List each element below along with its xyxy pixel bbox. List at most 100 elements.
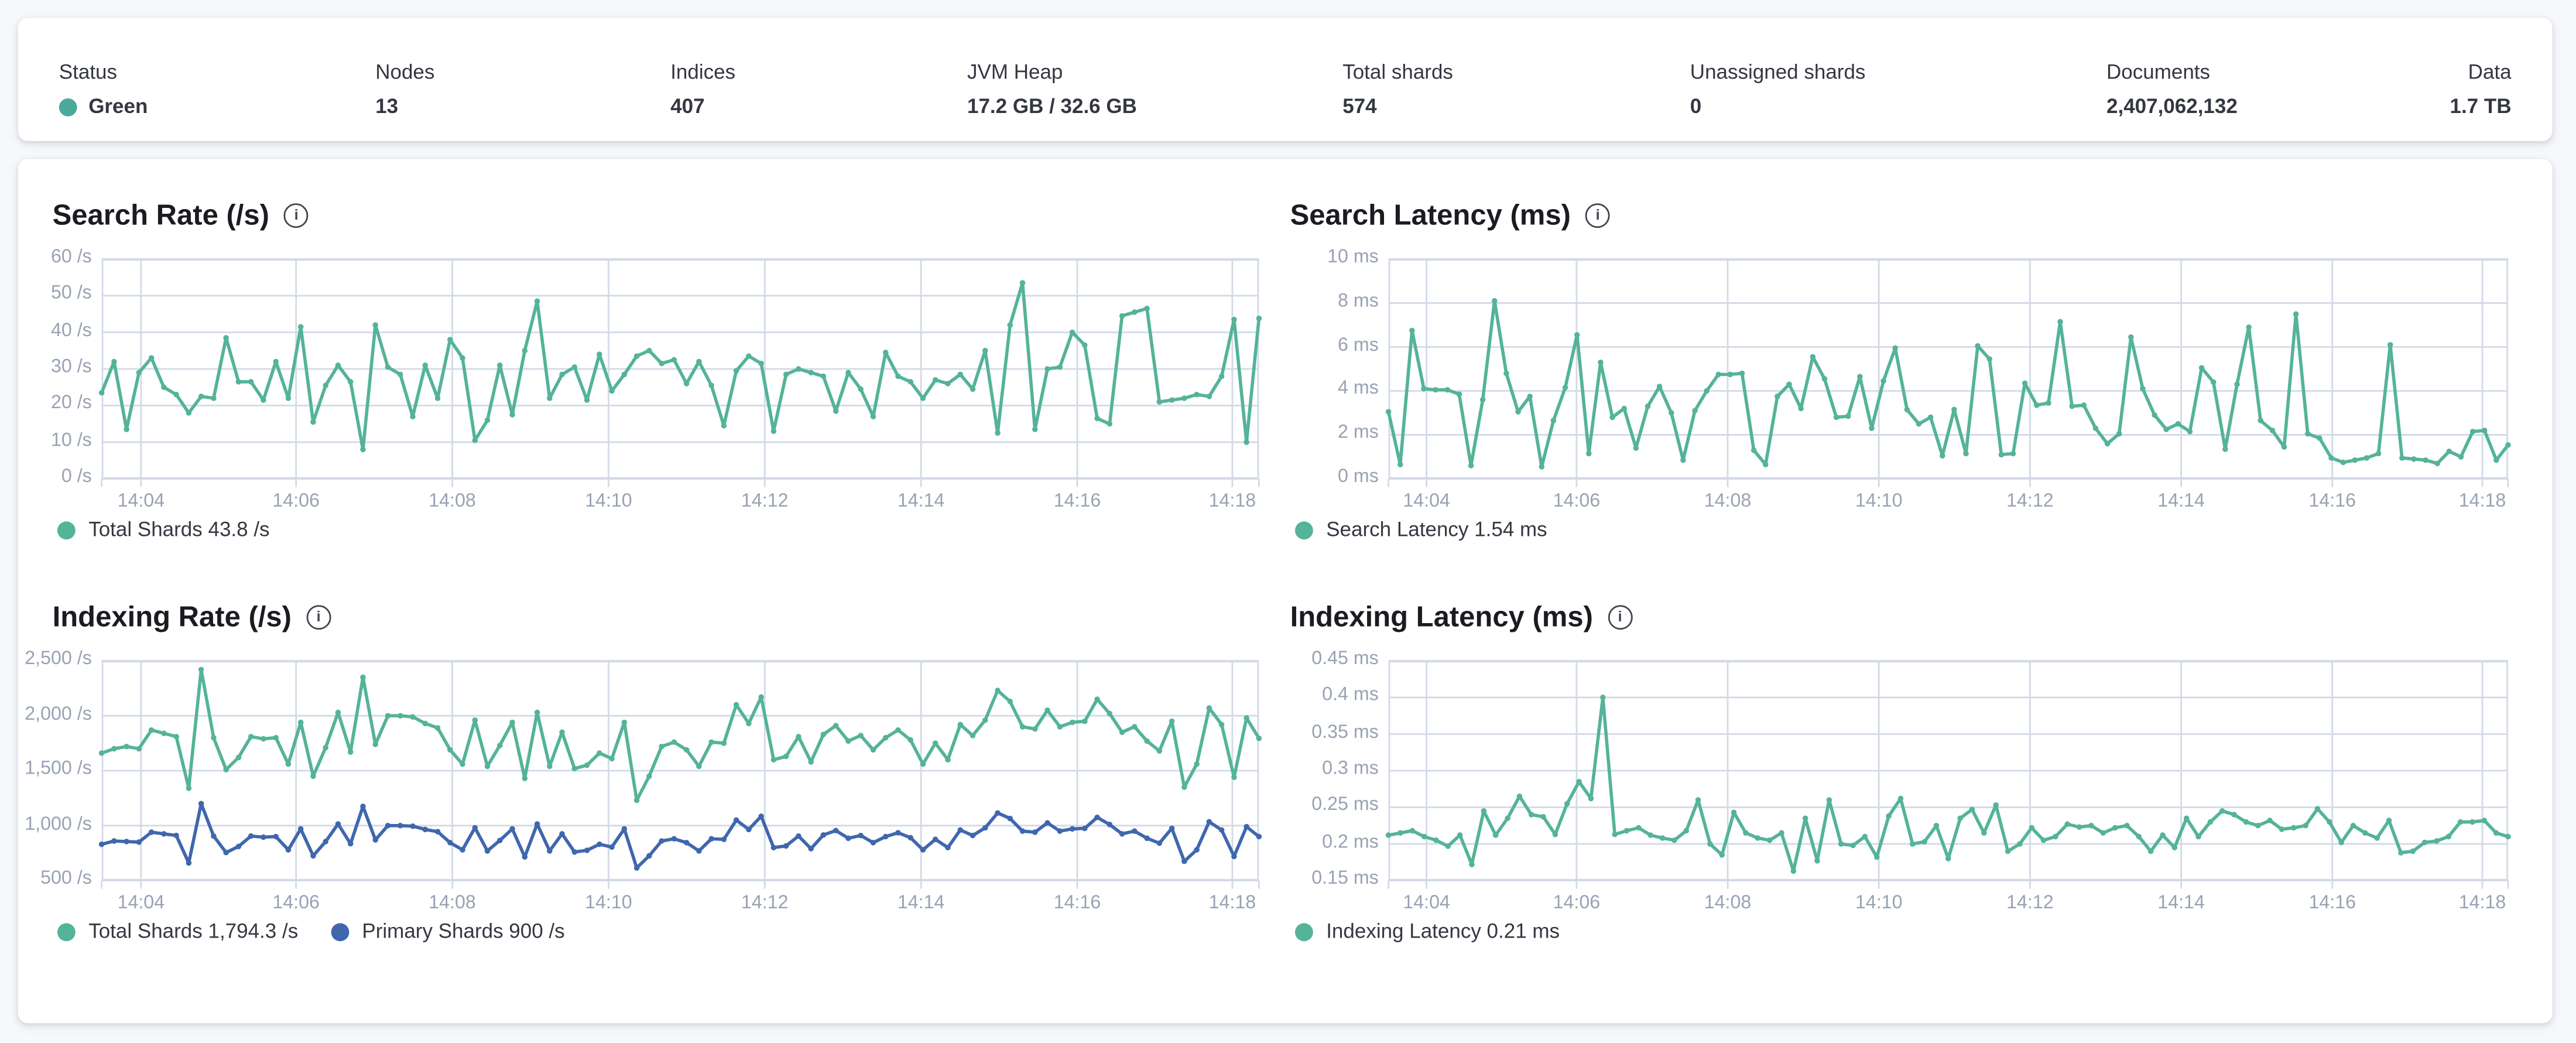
x-axis-label: 14:06 [1553, 894, 1601, 914]
chart-plot-area[interactable] [98, 258, 1262, 487]
legend-label: Total Shards 1,794.3 /s [88, 919, 299, 943]
stat-value: Green [88, 95, 148, 118]
legend-label: Total Shards 43.8 /s [88, 518, 270, 541]
stat-label: Indices [670, 60, 736, 84]
y-axis-label: 2,500 /s [25, 649, 92, 669]
y-axis-label: 500 /s [40, 869, 92, 889]
search-latency-chart[interactable]: 10 ms 8 ms 6 ms 4 ms 2 ms 0 ms 14:04 14:06 14:08… [1327, 248, 2511, 512]
y-axis-label: 0 /s [61, 467, 92, 487]
x-axis-label: 14:06 [272, 492, 320, 512]
y-axis-label: 20 /s [50, 394, 92, 414]
chart-title-text: Indexing Rate (/s) [52, 600, 292, 633]
cluster-stats-panel: Status Green Nodes 13 Indices 407 JVM He… [18, 18, 2553, 141]
y-axis-label: 10 ms [1327, 247, 1379, 268]
x-axis-label: 14:18 [1208, 894, 1256, 914]
x-axis-label: 14:16 [1053, 894, 1101, 914]
y-axis-label: 0.4 ms [1322, 686, 1379, 706]
info-icon[interactable]: i [1585, 202, 1611, 227]
legend-dot-icon [57, 521, 76, 539]
search-rate-title: Search Rate (/s) i [53, 193, 309, 236]
search-rate-legend: Total Shards 43.8 /s [57, 518, 270, 541]
y-axis-label: 0.2 ms [1322, 832, 1379, 853]
stat-status: Status Green [59, 61, 148, 118]
legend-item: Search Latency 1.54 ms [1295, 518, 1547, 541]
legend-label: Indexing Latency 0.21 ms [1326, 919, 1560, 943]
indexing-latency-chart[interactable]: 0.45 ms 0.4 ms 0.35 ms 0.3 ms 0.25 ms 0.2 ms 0… [1311, 649, 2511, 914]
legend-item: Total Shards 1,794.3 /s [57, 920, 298, 943]
stat-label: Nodes [375, 60, 435, 84]
series-line [1386, 696, 2510, 873]
stat-label: JVM Heap [967, 60, 1063, 84]
y-axis-label: 0.25 ms [1311, 795, 1379, 816]
y-axis-label: 0.3 ms [1322, 759, 1379, 779]
series-line [100, 802, 1261, 870]
x-axis-label: 14:10 [1855, 492, 1903, 512]
chart-plot-area[interactable] [98, 660, 1262, 889]
legend-dot-icon [1295, 922, 1313, 941]
chart-plot-area[interactable] [1385, 258, 2511, 487]
x-axis-label: 14:12 [2006, 894, 2054, 914]
x-axis-label: 14:08 [1704, 894, 1752, 914]
indexing-latency-title: Indexing Latency (ms) i [1290, 595, 1633, 638]
stat-label: Total shards [1342, 60, 1453, 84]
y-axis-label: 0.15 ms [1311, 869, 1379, 889]
stat-value: 407 [670, 95, 705, 118]
info-icon[interactable]: i [1608, 604, 1633, 629]
stat-label: Unassigned shards [1690, 60, 1866, 84]
x-axis-label: 14:08 [1704, 492, 1752, 512]
x-axis-label: 14:16 [2308, 492, 2356, 512]
y-axis-label: 2,000 /s [25, 704, 92, 724]
chart-title-text: Search Latency (ms) [1290, 198, 1571, 231]
indexing-rate-title: Indexing Rate (/s) i [53, 595, 331, 638]
stat-indices: Indices 407 [670, 61, 735, 118]
y-axis-label: 60 /s [50, 247, 92, 268]
legend-item: Primary Shards 900 /s [331, 919, 565, 943]
metrics-charts-panel: Search Rate (/s) i 60 /s 50 /s 40 /s 30 /s 2… [18, 159, 2553, 1024]
x-axis-label: 14:04 [1403, 894, 1450, 914]
y-axis-label: 1,000 /s [25, 814, 92, 834]
x-axis-label: 14:16 [2308, 894, 2356, 914]
x-axis-label: 14:04 [117, 492, 165, 512]
stat-data-size: Data 1.7 TB [2450, 61, 2512, 118]
info-icon[interactable]: i [306, 604, 331, 629]
x-axis-label: 14:12 [741, 894, 789, 914]
info-icon[interactable]: i [284, 202, 309, 227]
indexing-rate-legend: Total Shards 1,794.3 /s Primary Shards 9… [57, 920, 565, 943]
x-axis-label: 14:14 [2157, 492, 2205, 512]
stat-value: 0 [1690, 95, 1702, 118]
x-axis-label: 14:18 [1208, 492, 1256, 512]
stat-documents: Documents 2,407,062,132 [2106, 61, 2238, 118]
stat-total-shards: Total shards 574 [1342, 61, 1453, 118]
x-axis-label: 14:12 [741, 492, 789, 512]
x-axis-label: 14:16 [1053, 492, 1101, 512]
x-axis-label: 14:18 [2458, 492, 2506, 512]
x-axis-label: 14:14 [2157, 894, 2205, 914]
indexing-rate-chart[interactable]: 2,500 /s 2,000 /s 1,500 /s 1,000 /s 500 /s 14… [25, 649, 1262, 914]
series-line [100, 668, 1261, 802]
legend-dot-icon [57, 922, 76, 941]
x-axis-label: 14:08 [429, 894, 476, 914]
y-axis-label: 6 ms [1338, 335, 1379, 355]
chart-title-text: Indexing Latency (ms) [1290, 600, 1593, 633]
y-axis-label: 10 /s [50, 430, 92, 451]
stat-value: 1.7 TB [2450, 95, 2512, 118]
stat-nodes: Nodes 13 [375, 61, 434, 118]
y-axis-label: 30 /s [50, 357, 92, 377]
x-axis-label: 14:10 [585, 492, 632, 512]
y-axis-label: 40 /s [50, 320, 92, 341]
y-axis-label: 0.35 ms [1311, 722, 1379, 743]
stat-unassigned-shards: Unassigned shards 0 [1690, 61, 1866, 118]
x-axis-label: 14:04 [117, 894, 165, 914]
y-axis-label: 8 ms [1338, 291, 1379, 312]
chart-plot-area[interactable] [1385, 660, 2511, 889]
series-line [100, 281, 1261, 452]
legend-label: Primary Shards 900 /s [362, 919, 565, 943]
search-rate-chart[interactable]: 60 /s 50 /s 40 /s 30 /s 20 /s 10 /s 0 /s 14:04 1… [51, 248, 1262, 512]
legend-item: Total Shards 43.8 /s [57, 518, 270, 541]
y-axis-label: 0 ms [1338, 467, 1379, 487]
y-axis-label: 4 ms [1338, 379, 1379, 399]
x-axis-label: 14:06 [1553, 492, 1601, 512]
stat-label: Documents [2106, 60, 2211, 84]
search-latency-title: Search Latency (ms) i [1290, 193, 1611, 236]
